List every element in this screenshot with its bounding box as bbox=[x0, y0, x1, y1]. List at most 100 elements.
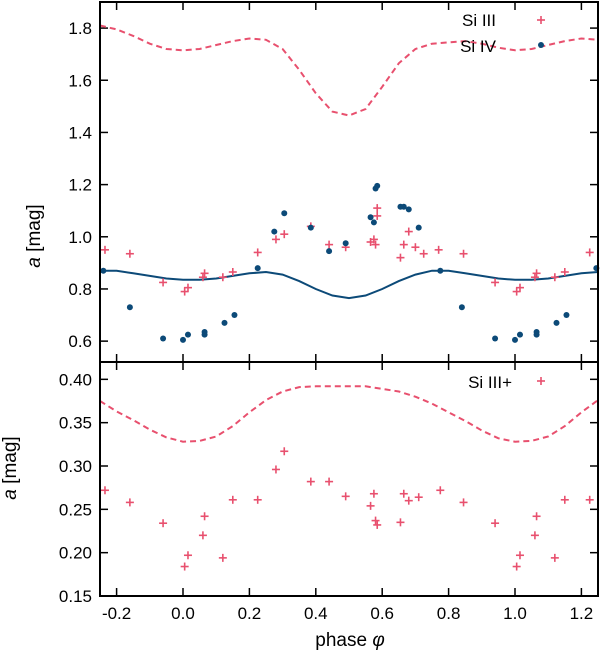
bottom-si-iii--point bbox=[560, 495, 569, 504]
top-model-curves bbox=[99, 24, 599, 300]
legend-marker-si-iii bbox=[537, 16, 545, 24]
bottom-si-iii--point bbox=[366, 501, 375, 510]
legend-marker-si-iv bbox=[538, 42, 544, 48]
top-y-axis-symbol: a bbox=[24, 257, 45, 268]
top-si-iii-point bbox=[373, 204, 382, 213]
bottom-ytick-label: 0.40 bbox=[59, 370, 92, 389]
top-si-iv-point bbox=[231, 312, 238, 319]
legend-label-si-iii: Si III bbox=[462, 11, 496, 30]
bottom-si-iii--point bbox=[200, 512, 209, 521]
bottom-si-iii--point bbox=[530, 531, 539, 540]
top-si-iv-point bbox=[533, 331, 540, 338]
top-si-iii-point bbox=[159, 278, 168, 287]
top-ytick-label: 1.8 bbox=[68, 19, 92, 38]
top-ytick-label: 1.0 bbox=[68, 228, 92, 247]
bottom-si-iii--point bbox=[436, 486, 445, 495]
legend-marker-si-iii-plus bbox=[537, 377, 545, 385]
top-si-iii-point bbox=[271, 235, 280, 244]
bottom-legend: Si III+ bbox=[468, 373, 545, 392]
top-si-iii-point bbox=[325, 240, 334, 249]
top-si-iv-point bbox=[307, 224, 314, 231]
top-si-iv-point bbox=[553, 319, 560, 326]
bottom-y-axis-label: a [mag] bbox=[0, 436, 21, 499]
bottom-si-iii--point bbox=[198, 531, 207, 540]
top-si-iii-point bbox=[560, 268, 569, 276]
top-si-iii-point bbox=[419, 249, 428, 258]
bottom-si-iii--point bbox=[515, 551, 524, 560]
top-si-iii-point bbox=[491, 278, 500, 287]
x-tick-label: 0.4 bbox=[304, 604, 328, 623]
top-si-iii-model-curve bbox=[99, 24, 599, 117]
top-panel: 0.6 0.8 1.0 1.2 1.4 1.6 1.8 a [mag] Si III Si … bbox=[24, 1, 600, 363]
top-ytick-label: 1.6 bbox=[68, 71, 92, 90]
top-si-iv-point bbox=[160, 335, 167, 342]
bottom-plot-frame bbox=[99, 361, 599, 597]
top-si-iv-point bbox=[367, 214, 374, 221]
top-data-points bbox=[100, 182, 600, 343]
top-si-iii-point bbox=[198, 273, 207, 282]
x-tick-label: -0.2 bbox=[102, 604, 131, 623]
top-si-iii-point bbox=[253, 248, 262, 257]
bottom-si-iii-model-curve bbox=[99, 385, 599, 443]
bottom-si-iii--point bbox=[399, 489, 408, 498]
bottom-si-iii--point bbox=[341, 492, 350, 501]
bottom-si-iii--point bbox=[325, 477, 334, 486]
bottom-si-iii--point bbox=[550, 553, 559, 562]
top-si-iii-point bbox=[532, 269, 541, 278]
top-si-iv-point bbox=[201, 331, 208, 338]
bottom-y-axis-unit: [mag] bbox=[0, 436, 21, 489]
top-ytick-label: 0.6 bbox=[68, 332, 92, 351]
top-si-iv-point bbox=[437, 267, 444, 274]
bottom-model-curves bbox=[99, 385, 599, 443]
top-si-iii-point bbox=[218, 273, 227, 282]
bottom-si-iii--point bbox=[371, 516, 380, 525]
legend-label-si-iii-plus: Si III+ bbox=[468, 373, 512, 392]
bottom-si-iii--point bbox=[459, 498, 468, 507]
top-ytick-label: 0.8 bbox=[68, 280, 92, 299]
bottom-data-points bbox=[100, 447, 594, 571]
bottom-si-iii--point bbox=[100, 486, 109, 495]
bottom-si-iii--point bbox=[414, 493, 423, 502]
top-si-iv-point bbox=[180, 336, 186, 343]
bottom-y-axis-symbol: a bbox=[0, 489, 21, 500]
top-si-iii-point bbox=[100, 245, 109, 254]
top-si-iii-point bbox=[411, 243, 420, 252]
bottom-si-iii--point bbox=[404, 496, 413, 505]
bottom-si-iii--point bbox=[253, 495, 262, 504]
top-si-iv-point bbox=[342, 240, 349, 247]
top-si-iv-point bbox=[184, 331, 191, 338]
bottom-ticks: 0.15 0.20 0.25 0.30 0.35 0.40 -0.2 0.0 0.2 0.4 0.6… bbox=[59, 362, 598, 623]
top-si-iii-point bbox=[200, 269, 209, 278]
top-si-iv-point bbox=[563, 312, 570, 319]
top-si-iv-point bbox=[400, 203, 407, 210]
top-si-iv-point bbox=[374, 182, 381, 189]
bottom-si-iii--point bbox=[532, 512, 541, 521]
x-tick-label: 0.0 bbox=[171, 604, 195, 623]
bottom-ytick-label: 0.25 bbox=[59, 500, 92, 519]
bottom-si-iii--point bbox=[396, 518, 405, 527]
top-si-iii-point bbox=[396, 253, 405, 262]
top-si-iii-point bbox=[371, 240, 380, 249]
top-si-iv-point bbox=[326, 248, 333, 255]
bottom-ytick-label: 0.20 bbox=[59, 544, 92, 563]
top-si-iv-point bbox=[458, 304, 465, 311]
x-tick-label: 0.6 bbox=[370, 604, 394, 623]
bottom-si-iii--point bbox=[159, 519, 168, 528]
bottom-si-iii--point bbox=[491, 519, 500, 528]
legend-marker-plus bbox=[537, 377, 545, 385]
bottom-si-iii--point bbox=[125, 498, 134, 507]
x-axis-label-text: phase bbox=[315, 630, 372, 651]
top-si-iv-point bbox=[281, 210, 288, 217]
bottom-si-iii--point bbox=[183, 551, 192, 560]
legend-marker-dot bbox=[538, 42, 544, 48]
x-tick-label: 0.2 bbox=[238, 604, 262, 623]
top-si-iv-point bbox=[221, 319, 228, 326]
top-si-iii-point bbox=[280, 230, 289, 239]
bottom-si-iii--point bbox=[228, 495, 237, 504]
top-y-axis-label: a [mag] bbox=[24, 204, 45, 267]
legend-marker-plus bbox=[537, 16, 545, 24]
top-si-iii-point bbox=[585, 248, 594, 257]
top-si-iii-point bbox=[515, 283, 524, 292]
bottom-si-iii--point bbox=[369, 489, 378, 498]
